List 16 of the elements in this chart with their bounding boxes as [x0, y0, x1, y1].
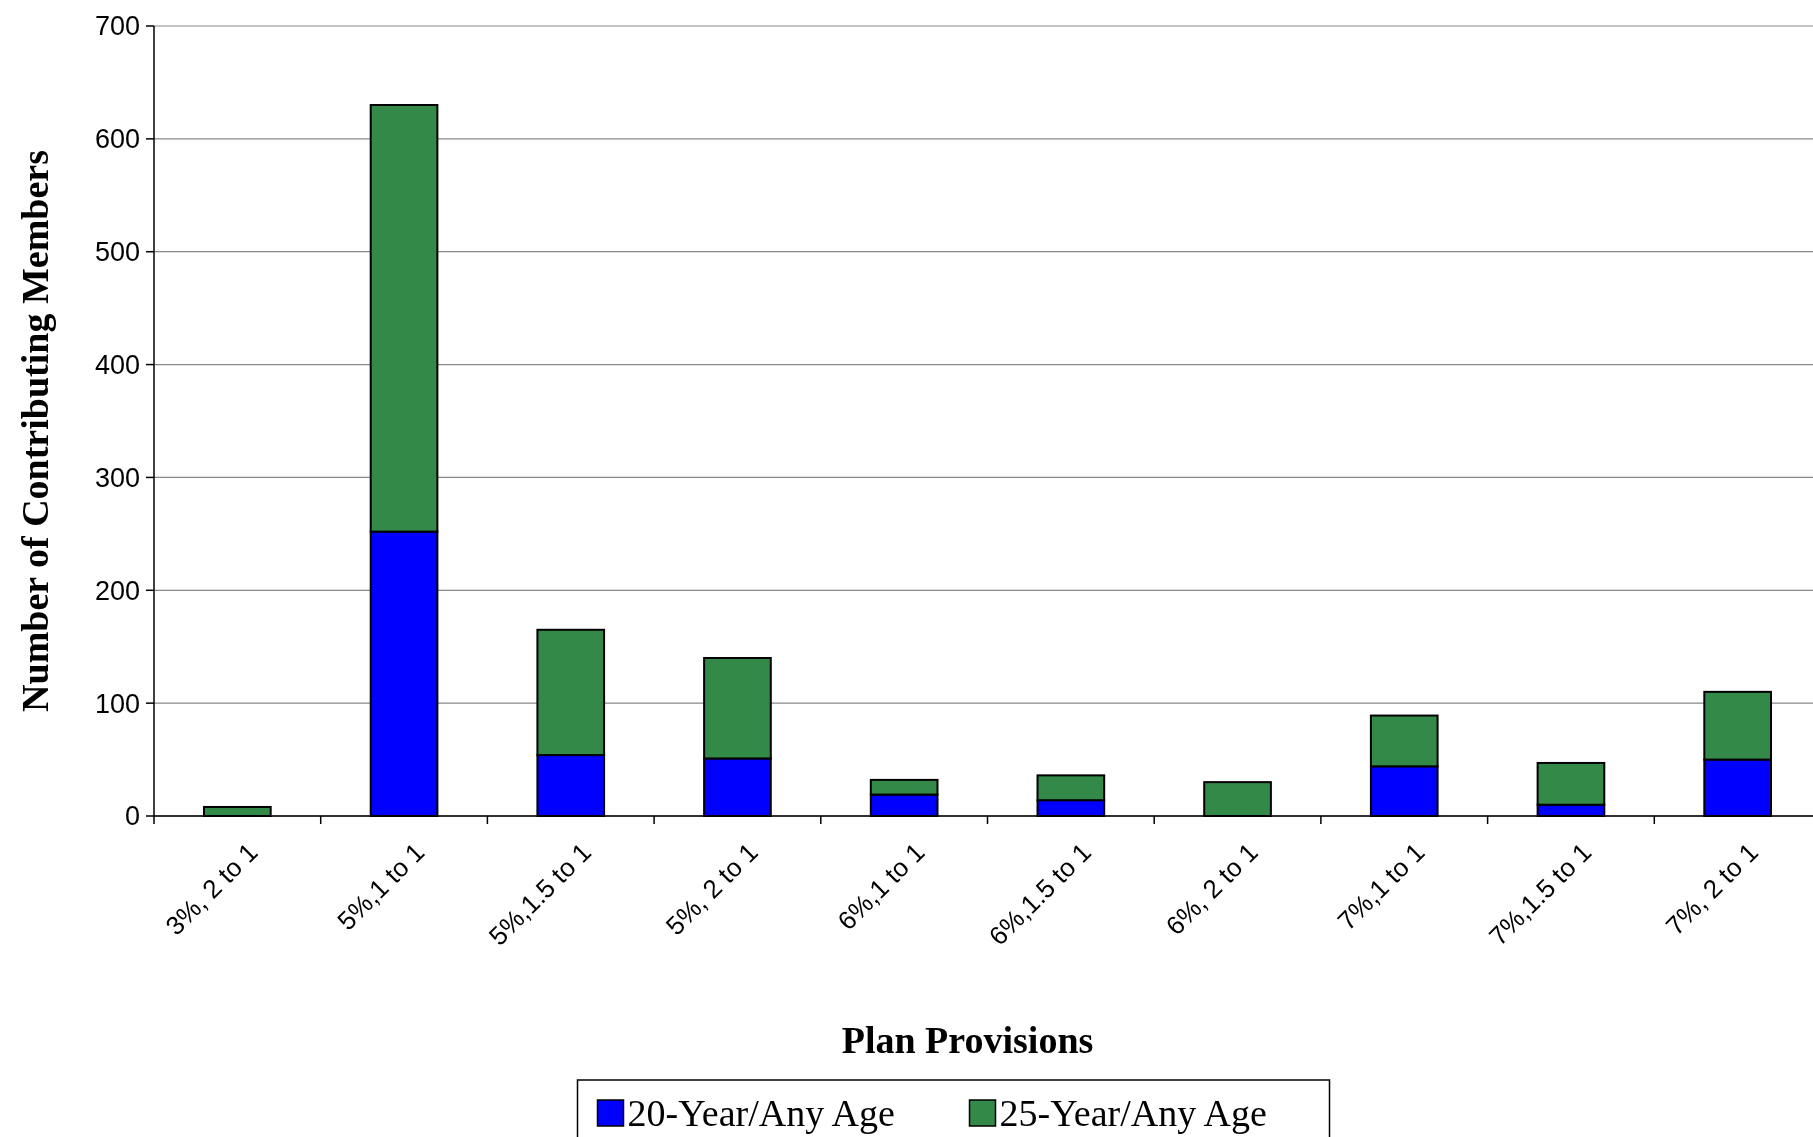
- legend-label: 25-Year/Any Age: [999, 1092, 1267, 1135]
- x-tick-label: 6%, 2 to 1: [1159, 837, 1264, 942]
- legend-label: 20-Year/Any Age: [627, 1092, 895, 1135]
- y-tick-label: 0: [124, 801, 140, 832]
- y-axis-title: Number of Contributing Members: [14, 150, 56, 712]
- y-tick-label: 500: [94, 237, 140, 268]
- x-tick-label: 3%, 2 to 1: [159, 837, 264, 942]
- y-tick-label: 100: [94, 688, 140, 719]
- y-tick-label: 200: [94, 575, 140, 606]
- x-tick-label: 7%, 2 to 1: [1659, 837, 1764, 942]
- y-tick-label: 400: [94, 350, 140, 381]
- x-tick-label: 5%, 2 to 1: [659, 837, 764, 942]
- x-axis-title: Plan Provisions: [841, 1019, 1094, 1061]
- y-tick-label: 600: [94, 124, 140, 155]
- y-tick-label: 700: [94, 11, 140, 42]
- y-tick-label: 300: [94, 462, 140, 493]
